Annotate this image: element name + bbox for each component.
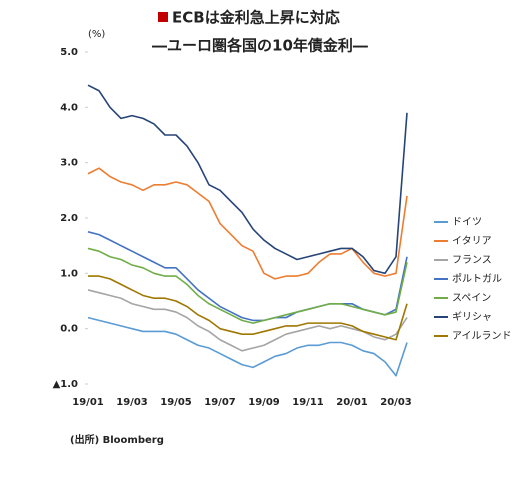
source: (出所) Bloomberg bbox=[70, 433, 164, 446]
y-tick-label: 1.0 bbox=[60, 268, 78, 279]
legend-label: アイルランド bbox=[452, 330, 512, 342]
chart-title: ECBは金利急上昇に対応 bbox=[172, 9, 340, 27]
title-marker bbox=[158, 12, 168, 22]
legend-label: スペイン bbox=[452, 293, 491, 304]
legend-label: ギリシャ bbox=[452, 311, 492, 323]
y-tick-label: 4.0 bbox=[60, 102, 78, 113]
chart-subtitle: ―ユーロ圏各国の10年債金利― bbox=[152, 37, 368, 55]
y-tick-label: 0.0 bbox=[60, 324, 78, 335]
y-tick-label: ▲1.0 bbox=[53, 379, 78, 390]
legend-label: ポルトガル bbox=[452, 273, 502, 285]
series-line bbox=[87, 247, 408, 324]
series-line bbox=[88, 275, 408, 341]
x-tick-label: 19/07 bbox=[204, 397, 236, 408]
legend-label: ドイツ bbox=[452, 217, 482, 228]
x-tick-label: 20/03 bbox=[380, 397, 412, 408]
x-tick-label: 19/11 bbox=[292, 397, 324, 408]
y-tick-label: 2.0 bbox=[60, 213, 78, 224]
series-line bbox=[87, 316, 408, 377]
x-tick-label: 20/01 bbox=[336, 397, 368, 408]
x-tick-label: 19/03 bbox=[116, 397, 148, 408]
series-line bbox=[87, 167, 408, 280]
legend-label: イタリア bbox=[452, 235, 492, 247]
series-line bbox=[87, 289, 408, 352]
x-tick-label: 19/01 bbox=[72, 397, 104, 408]
y-tick-label: 5.0 bbox=[60, 47, 78, 58]
x-tick-label: 19/09 bbox=[248, 397, 280, 408]
y-tick-label: 3.0 bbox=[60, 158, 78, 169]
legend-label: フランス bbox=[452, 254, 492, 266]
x-tick-label: 19/05 bbox=[160, 397, 192, 408]
y-axis-label: (%) bbox=[88, 29, 105, 40]
series-line bbox=[87, 231, 408, 322]
series-line bbox=[87, 84, 408, 275]
